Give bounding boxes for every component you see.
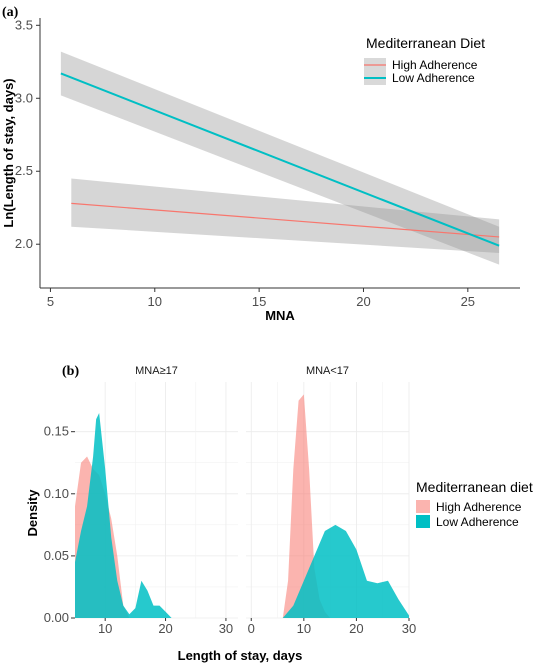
panel-a-x-tick-label: 25 (461, 294, 475, 309)
panel-a-x-tick-label: 20 (356, 294, 370, 309)
panel-a-x-tick-label: 15 (252, 294, 266, 309)
panel-a-line-high-adherence (71, 202, 500, 238)
panel-a-y-tick-label: 3.0 (15, 90, 33, 105)
panel-a-legend-title: Mediterranean Diet (366, 35, 485, 51)
panel-a-y-tick-label: 2.5 (15, 163, 33, 178)
panel-a-line-low-adherence (60, 72, 500, 247)
panel-b-legend-title: Mediterranean diet (416, 479, 533, 495)
panel-a-x-tick-label: 10 (148, 294, 162, 309)
panel-a-y-tick-label: 2.0 (15, 236, 33, 251)
panel-b-label: (b) (62, 364, 79, 379)
panel-a-x-axis-title: MNA (265, 308, 295, 323)
panel-b-y-axis-title: Density (25, 489, 40, 537)
panel-a-legend: Mediterranean Diet High Adherence Low Ad… (364, 35, 485, 85)
panel-a-legend-label-high: High Adherence (392, 58, 478, 72)
panel-b-y-tick-label: 0.00 (44, 610, 69, 625)
panel-b-y-tick-label: 0.05 (44, 548, 69, 563)
panel-a-plot-area (40, 18, 520, 288)
panel-b-y-tick-label: 0.10 (44, 486, 69, 501)
panel-b-x-tick-label: 30 (402, 621, 416, 636)
panel-a-y-tick-label: 3.5 (15, 17, 33, 32)
panel-a: (a) 5 10 15 20 25 2.0 2.5 3.0 3.5 MNA Ln(Length … (1, 5, 520, 323)
panel-b-facets: MNA≥17 10 20 30 MNA<17 0 10 20 30 (75, 365, 416, 636)
panel-b-x-tick-label: 10 (98, 621, 112, 636)
panel-b-y-tick-label: 0.15 (44, 424, 69, 439)
panel-b-facet-2: MNA<17 0 10 20 30 (246, 365, 416, 636)
panel-b-legend: Mediterranean diet High Adherence Low Ad… (416, 479, 533, 529)
panel-b-x-axis-title: Length of stay, days (178, 648, 303, 663)
panel-a-confidence-bands (60, 51, 500, 265)
panel-b-legend-label-high: High Adherence (436, 500, 522, 514)
panel-a-ticks: 5 10 15 20 25 2.0 2.5 3.0 3.5 (15, 17, 475, 309)
panel-a-ci-band-low (60, 51, 500, 265)
panel-a-label: (a) (2, 5, 19, 20)
panel-a-legend-label-low: Low Adherence (392, 71, 475, 85)
panel-b-x-tick-label: 20 (158, 621, 172, 636)
panel-b-legend-key-low (416, 515, 430, 528)
panel-a-lines (60, 72, 500, 247)
panel-b-y-ticks: 0.00 0.05 0.10 0.15 (44, 424, 75, 625)
panel-b-density-high-adherence (282, 394, 331, 618)
panel-b-legend-label-low: Low Adherence (436, 515, 519, 529)
panel-b-legend-key-high (416, 500, 430, 513)
panel-b-facet-strip-label: MNA<17 (306, 365, 349, 377)
panel-b-density-low-adherence (282, 524, 409, 618)
panel-b-x-tick-label: 20 (349, 621, 363, 636)
panel-a-x-tick-label: 5 (47, 294, 54, 309)
panel-b-x-tick-label: 10 (297, 621, 311, 636)
panel-b-facet-1: MNA≥17 10 20 30 (75, 365, 238, 636)
panel-b-density-low-adherence (75, 413, 172, 618)
panel-b-facet-strip-label: MNA≥17 (135, 365, 178, 377)
panel-a-ci-band-high (71, 178, 500, 253)
panel-a-y-axis-title: Ln(Length of stay, days) (1, 78, 16, 227)
panel-b-x-tick-label: 30 (219, 621, 233, 636)
panel-b-x-tick-label: 0 (248, 621, 255, 636)
